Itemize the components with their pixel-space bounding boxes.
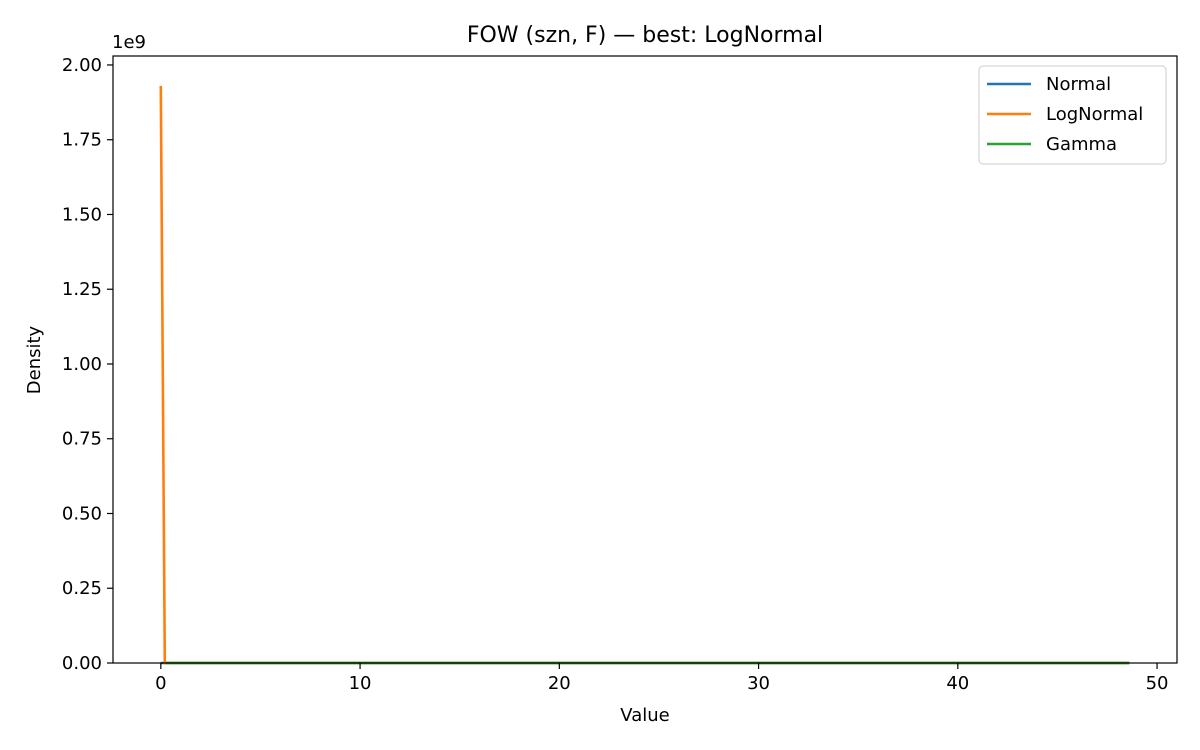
x-tick-label: 10 [349,673,372,694]
y-tick-label: 1.00 [62,354,102,375]
x-tick-label: 0 [155,673,166,694]
x-tick-label: 30 [747,673,770,694]
x-tick-label: 40 [946,673,969,694]
legend-label: Normal [1046,74,1111,95]
y-tick-label: 0.75 [62,429,102,450]
plot-lines [159,85,1130,665]
chart-title: FOW (szn, F) — best: LogNormal [467,23,823,48]
series-line-lognormal [159,85,1130,665]
legend-label: Gamma [1046,134,1117,155]
y-tick-label: 1.75 [62,130,102,151]
y-tick-label: 0.25 [62,578,102,599]
y-offset-label: 1e9 [112,32,146,53]
x-axis-ticks: 0 10 20 30 40 50 [155,663,1169,694]
legend: Normal LogNormal Gamma [978,65,1167,165]
plot-frame [112,55,1178,664]
x-tick-label: 50 [1146,673,1169,694]
x-tick-label: 20 [548,673,571,694]
y-tick-label: 1.50 [62,204,102,225]
y-tick-label: 0.50 [62,503,102,524]
x-axis-title: Value [620,705,669,726]
y-tick-label: 1.25 [62,279,102,300]
y-axis-title: Density [24,325,45,394]
y-tick-label: 2.00 [62,55,102,76]
y-tick-label: 0.00 [62,653,102,674]
y-axis-ticks: 0.00 0.25 0.50 0.75 1.00 1.25 1.50 1.75 2.00 [62,55,113,674]
legend-label: LogNormal [1046,104,1143,125]
legend-box [978,65,1167,165]
